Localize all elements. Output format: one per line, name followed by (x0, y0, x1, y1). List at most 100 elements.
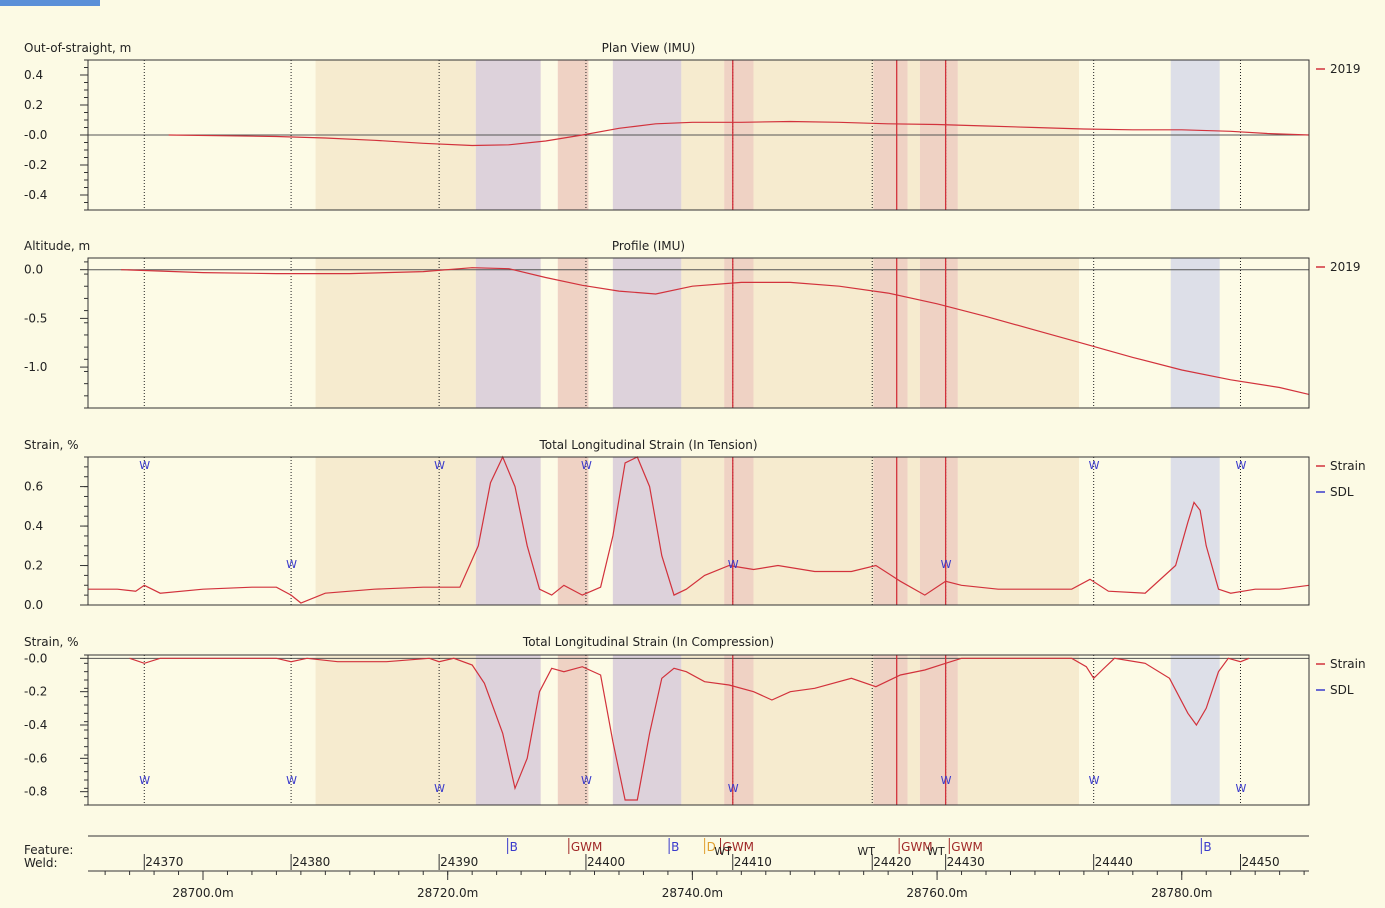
w-marker-4: W (728, 782, 739, 795)
w-marker-5: W (941, 558, 952, 571)
y-tick-label-2: 0.2 (24, 559, 43, 573)
x-tick-label-2: 28740.0m (662, 886, 723, 900)
band-2 (557, 457, 589, 605)
feature-marker-5: GWM (901, 840, 933, 854)
w-marker-2: W (434, 459, 445, 472)
feature-marker-0: B (510, 840, 518, 854)
y-tick-label-0: 0.4 (24, 68, 43, 82)
band-6 (753, 457, 874, 605)
weld-number-0: 24370 (145, 855, 183, 869)
panel-3: W W W W W W W W 0.6 0.4 0.2 0.0 Strain, % Total Longi… (24, 438, 1366, 612)
wt-mark-2: WT (927, 845, 945, 858)
band-8 (907, 457, 920, 605)
feature-weld-row: Feature:Weld: 24370 24380 24390 24400 24410 24… (24, 835, 1309, 870)
band-9 (919, 655, 958, 805)
w-marker-5: W (941, 774, 952, 787)
weld-number-8: 24450 (1241, 855, 1279, 869)
y-axis-label: Altitude, m (24, 239, 90, 253)
band-3 (612, 258, 682, 408)
legend-label-1: SDL (1330, 485, 1354, 499)
weld-number-4: 24410 (734, 855, 772, 869)
x-tick-label-0: 28700.0m (172, 886, 233, 900)
panel-title: Profile (IMU) (612, 239, 685, 253)
band-4 (681, 655, 725, 805)
legend-label-0: 2019 (1330, 260, 1361, 274)
plot-frame (87, 257, 1310, 409)
band-0 (315, 655, 476, 805)
y-tick-label-1: -0.5 (24, 311, 47, 325)
weld-number-3: 24400 (587, 855, 625, 869)
panel-title: Plan View (IMU) (602, 41, 696, 55)
band-6 (753, 258, 874, 408)
band-5 (724, 655, 754, 805)
feature-marker-6: GWM (951, 840, 983, 854)
band-3 (612, 655, 682, 805)
y-axis-label: Out-of-straight, m (24, 41, 131, 55)
band-1 (475, 457, 541, 605)
y-tick-label-1: -0.2 (24, 685, 47, 699)
band-11 (1170, 258, 1220, 408)
y-tick-label-1: 0.4 (24, 519, 43, 533)
band-4 (681, 258, 725, 408)
y-tick-label-0: -0.0 (24, 651, 47, 665)
weld-label: Weld: (24, 856, 58, 870)
panel-title: Total Longitudinal Strain (In Tension) (538, 438, 757, 452)
w-marker-0: W (139, 459, 150, 472)
weld-number-7: 24440 (1095, 855, 1133, 869)
weld-number-6: 24430 (947, 855, 985, 869)
y-tick-label-3: 0.0 (24, 598, 43, 612)
w-marker-6: W (1089, 459, 1100, 472)
band-10 (957, 457, 1079, 605)
y-axis-label: Strain, % (24, 635, 79, 649)
y-tick-label-4: -0.8 (24, 785, 47, 799)
band-1 (475, 258, 541, 408)
panel-1: 0.4 0.2 -0.0 -0.2 -0.4 Out-of-straight, m Plan… (24, 41, 1361, 211)
w-marker-3: W (581, 774, 592, 787)
band-9 (919, 457, 958, 605)
band-5 (724, 457, 754, 605)
band-11 (1170, 457, 1220, 605)
wt-mark-1: WT (857, 845, 875, 858)
series-strain-line (88, 455, 1310, 604)
y-tick-label-2: -0.4 (24, 718, 47, 732)
legend-label-0: Strain (1330, 657, 1366, 671)
band-0 (315, 457, 476, 605)
feature-marker-4: GWM (723, 840, 755, 854)
panel-title: Total Longitudinal Strain (In Compressio… (522, 635, 774, 649)
y-tick-label-2: -1.0 (24, 360, 47, 374)
band-4 (681, 457, 725, 605)
band-2 (557, 655, 589, 805)
band-8 (907, 258, 920, 408)
band-10 (957, 655, 1079, 805)
weld-number-2: 24390 (440, 855, 478, 869)
w-marker-2: W (434, 782, 445, 795)
y-tick-label-3: -0.6 (24, 751, 47, 765)
band-5 (724, 258, 754, 408)
weld-number-1: 24380 (292, 855, 330, 869)
band-7 (873, 457, 908, 605)
band-9 (919, 258, 958, 408)
band-1 (475, 655, 541, 805)
feature-marker-7: B (1203, 840, 1211, 854)
band-7 (873, 655, 908, 805)
series-strain-line (129, 657, 1250, 801)
w-marker-6: W (1089, 774, 1100, 787)
band-0 (315, 258, 476, 408)
x-tick-label-1: 28720.0m (417, 886, 478, 900)
series-2019-line (120, 267, 1310, 395)
x-tick-label-4: 28780.0m (1151, 886, 1212, 900)
feature-label: Feature: (24, 843, 73, 857)
w-marker-3: W (581, 459, 592, 472)
y-axis-label: Strain, % (24, 438, 79, 452)
w-marker-4: W (728, 558, 739, 571)
band-11 (1170, 655, 1220, 805)
legend-label-0: 2019 (1330, 62, 1361, 76)
band-10 (957, 258, 1079, 408)
x-axis: 28700.0m 28720.0m 28740.0m 28760.0m 28780.0m (88, 870, 1309, 900)
y-tick-label-0: 0.6 (24, 480, 43, 494)
panel-4: W W W W W W W W -0.0 -0.2 -0.4 -0.6 -0.8 Strain, % Tot… (24, 635, 1366, 806)
w-marker-0: W (139, 774, 150, 787)
feature-marker-3: D (707, 840, 716, 854)
